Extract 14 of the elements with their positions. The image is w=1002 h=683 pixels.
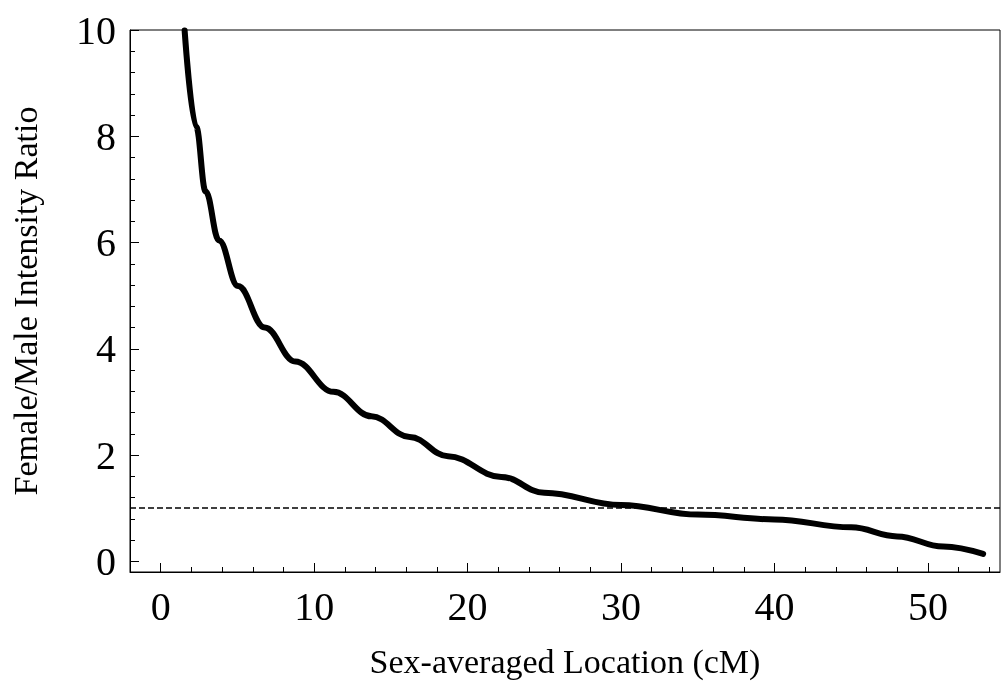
y-tick-label: 6	[96, 220, 116, 266]
x-tick-label: 0	[150, 583, 171, 629]
x-tick-label: 20	[447, 583, 488, 629]
y-axis-title: Female/Male Intensity Ratio	[6, 106, 44, 496]
y-tick-label: 8	[96, 113, 116, 159]
x-axis-title: Sex-averaged Location (cM)	[369, 642, 761, 681]
x-tick-label: 50	[907, 583, 948, 629]
y-tick-label: 10	[76, 7, 116, 53]
y-tick-label: 2	[96, 432, 116, 478]
y-tick-label: 4	[96, 326, 116, 372]
x-tick-label: 10	[294, 583, 335, 629]
x-tick-label: 40	[754, 583, 795, 629]
y-tick-label: 0	[96, 538, 116, 584]
x-tick-label: 30	[601, 583, 642, 629]
